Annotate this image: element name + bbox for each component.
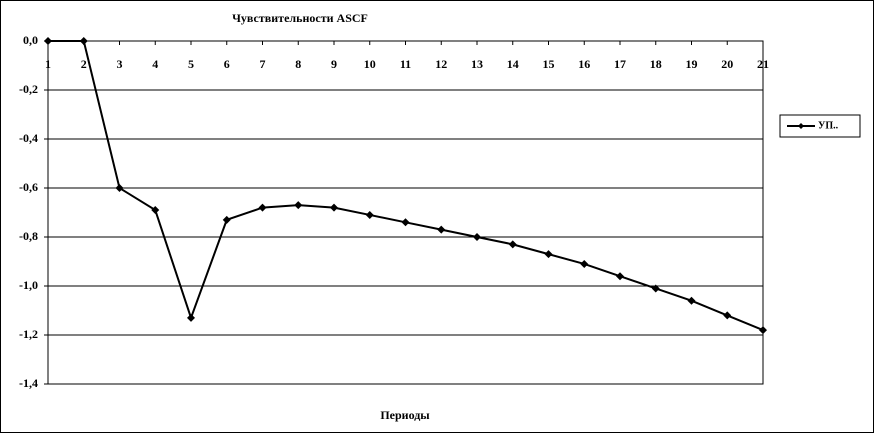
data-point <box>187 313 195 322</box>
data-point <box>687 296 696 305</box>
x-tick-label: 10 <box>364 57 376 71</box>
data-point <box>258 203 267 212</box>
x-tick-label: 19 <box>686 57 698 71</box>
x-tick-label: 5 <box>188 57 194 71</box>
data-point <box>473 233 481 241</box>
data-point <box>44 37 52 45</box>
x-tick-label: 16 <box>578 57 590 71</box>
x-tick-label: 14 <box>507 57 519 71</box>
x-tick-label: 13 <box>471 57 483 71</box>
legend-marker <box>798 123 804 129</box>
data-point <box>222 215 231 224</box>
data-point <box>115 184 124 192</box>
x-tick-label: 2 <box>81 57 87 71</box>
y-tick-label: 0,0 <box>23 33 38 47</box>
x-tick-label: 18 <box>650 57 662 71</box>
x-tick-label: 6 <box>224 57 230 71</box>
y-tick-label: -0,2 <box>19 82 38 96</box>
data-point <box>651 284 660 293</box>
x-tick-label: 1 <box>45 57 51 71</box>
x-tick-label: 21 <box>757 57 769 71</box>
x-tick-label: 4 <box>152 57 158 71</box>
data-point <box>759 326 767 335</box>
data-point <box>723 311 732 320</box>
x-tick-label: 3 <box>117 57 123 71</box>
data-point <box>580 259 589 268</box>
legend-box <box>779 114 861 138</box>
data-point <box>508 240 517 249</box>
data-point <box>401 218 410 227</box>
chart-title: Чувствительности ASCF <box>232 11 368 25</box>
data-point <box>365 210 374 219</box>
data-point <box>151 206 160 215</box>
x-tick-label: 9 <box>331 57 337 71</box>
data-point <box>79 37 88 45</box>
x-tick-label: 12 <box>435 57 447 71</box>
x-tick-label: 15 <box>543 57 555 71</box>
y-tick-label: -0,8 <box>19 229 38 243</box>
x-tick-label: 17 <box>614 57 626 71</box>
x-tick-label: 8 <box>295 57 301 71</box>
data-point <box>437 225 446 234</box>
x-tick-label: 20 <box>721 57 733 71</box>
x-axis-label: Периоды <box>380 408 430 422</box>
data-point <box>544 250 553 259</box>
data-point <box>330 203 338 212</box>
y-tick-label: -1,2 <box>19 327 38 341</box>
legend-label: УП.. <box>818 120 839 131</box>
x-tick-label: 7 <box>260 57 266 71</box>
data-point <box>616 272 624 281</box>
y-tick-label: -0,6 <box>19 180 38 194</box>
x-tick-label: 11 <box>400 57 411 71</box>
y-tick-label: -1,0 <box>19 278 38 292</box>
y-tick-label: -0,4 <box>19 131 38 145</box>
y-tick-label: -1,4 <box>19 376 38 390</box>
data-point <box>294 201 303 210</box>
